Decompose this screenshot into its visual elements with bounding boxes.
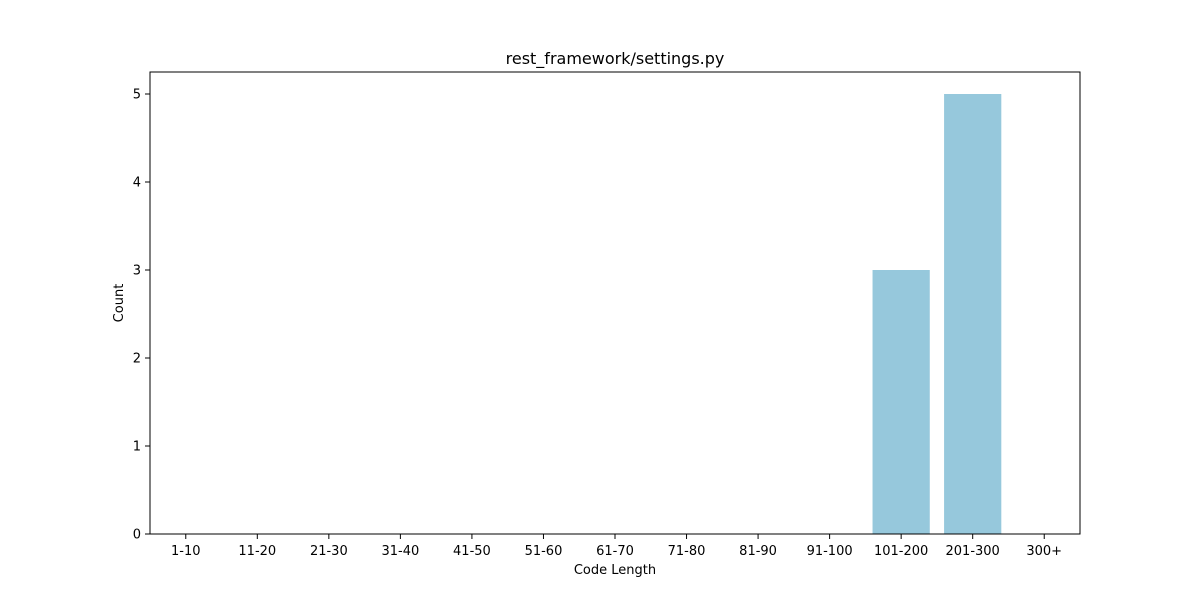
y-tick-label: 3 — [133, 264, 141, 279]
x-tick-label: 21-30 — [310, 544, 348, 559]
plot-frame — [149, 71, 1081, 535]
x-tick-label: 61-70 — [596, 544, 634, 559]
x-tick-label: 11-20 — [238, 544, 276, 559]
bar-101-200 — [872, 270, 930, 534]
y-tick-label: 5 — [133, 88, 141, 103]
x-tick-label: 81-90 — [739, 544, 777, 559]
x-tick-label: 300+ — [1026, 544, 1062, 559]
y-tick-label: 2 — [133, 352, 141, 367]
x-tick-label: 91-100 — [807, 544, 853, 559]
y-tick-label: 4 — [133, 176, 141, 191]
x-tick-label: 101-200 — [874, 544, 928, 559]
x-axis: 1-10 11-20 21-30 31-40 41-50 51-60 61-70 71-80 8… — [171, 534, 1062, 559]
chart-title: rest_framework/settings.py — [506, 49, 725, 69]
y-tick-label: 0 — [133, 528, 141, 543]
x-tick-label: 201-300 — [946, 544, 1000, 559]
x-tick-label: 71-80 — [668, 544, 706, 559]
y-axis: 0 1 2 3 4 5 — [133, 88, 150, 543]
x-tick-label: 31-40 — [381, 544, 419, 559]
y-tick-label: 1 — [133, 440, 141, 455]
bar-201-300 — [944, 94, 1002, 534]
x-tick-label: 41-50 — [453, 544, 491, 559]
x-axis-label: Code Length — [574, 563, 656, 578]
x-tick-label: 1-10 — [171, 544, 201, 559]
plot-area — [872, 94, 1002, 534]
y-axis-label: Count — [112, 284, 127, 323]
x-tick-label: 51-60 — [525, 544, 563, 559]
